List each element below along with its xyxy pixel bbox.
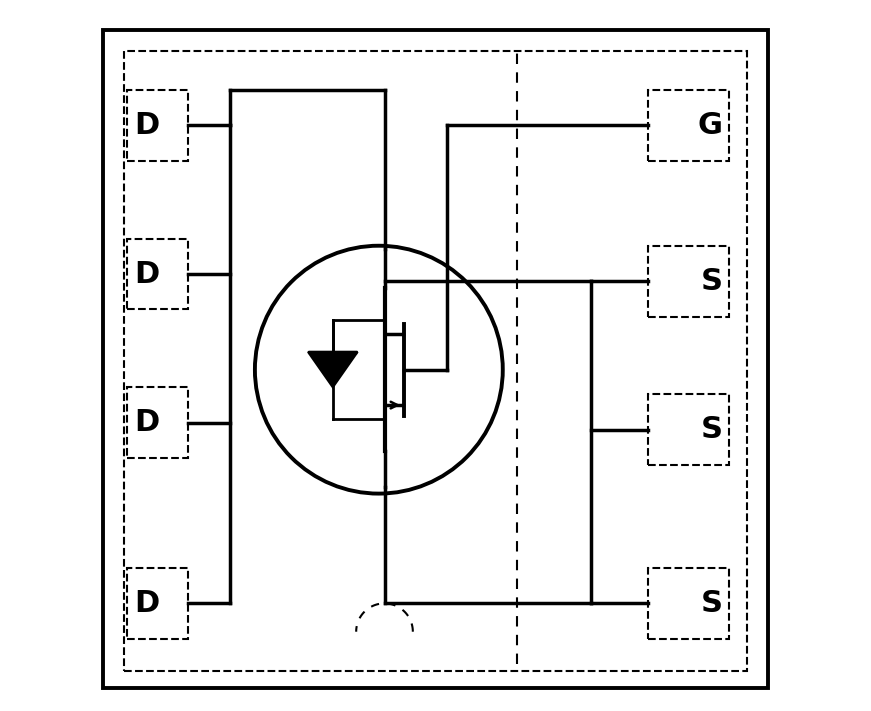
Bar [648,90,729,161]
Bar [648,246,729,316]
Bar [127,239,187,309]
Text: G: G [698,111,722,140]
Bar [127,387,187,458]
Text: D: D [134,408,159,437]
Text: D: D [134,589,159,618]
Bar [648,568,729,638]
Text: D: D [134,111,159,140]
Text: S: S [700,589,722,618]
Text: S: S [700,415,722,444]
Text: S: S [700,267,722,296]
Bar [124,51,747,670]
Text: D: D [134,260,159,289]
Polygon shape [308,352,358,387]
Bar [127,568,187,638]
Bar [127,90,187,161]
Bar [648,395,729,465]
